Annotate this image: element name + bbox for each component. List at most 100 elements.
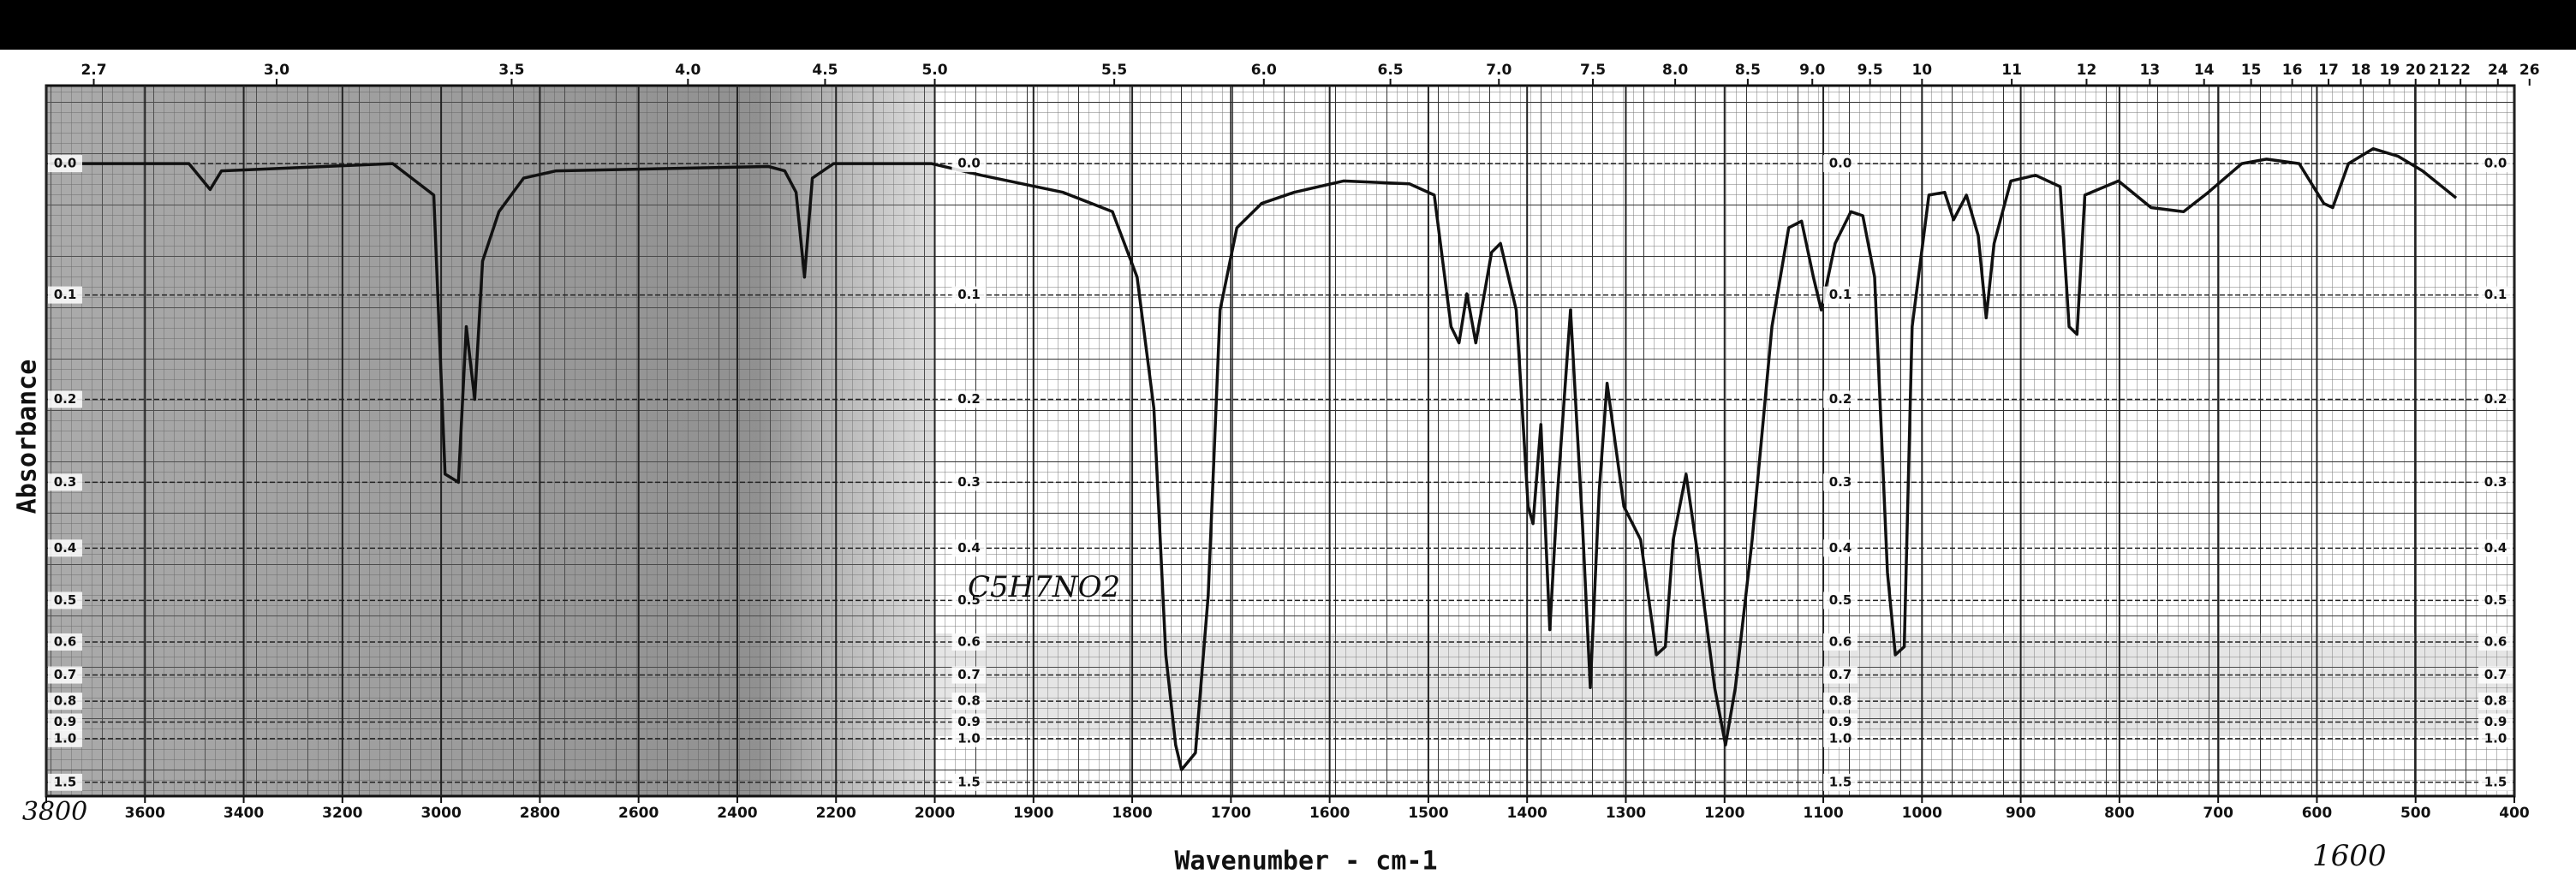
y-tick-label-bg <box>2478 473 2513 491</box>
x2-tick-label: 3.5 <box>498 62 524 79</box>
x2-tick-label: 24 <box>2488 62 2508 79</box>
y-tick-label-bg <box>48 773 82 791</box>
y-tick-label-bg <box>48 473 82 491</box>
y-tick-label: 0.7 <box>2484 667 2507 682</box>
y-tick-label: 0.5 <box>2484 592 2507 608</box>
top-bar <box>0 0 2576 50</box>
y-tick-label-bg <box>2478 286 2513 304</box>
y-tick-label: 0.7 <box>54 667 77 682</box>
x-tick-label: 1400 <box>1507 805 1547 822</box>
y-tick-label-bg <box>48 713 82 731</box>
y-tick-label-bg <box>951 713 987 731</box>
spectrum-line <box>50 146 2458 771</box>
x-tick-label: 2000 <box>915 805 955 822</box>
y-tick-label: 0.3 <box>2484 474 2507 490</box>
y-tick-label: 0.8 <box>54 693 77 709</box>
x-tick-label: 400 <box>2499 805 2530 822</box>
y-tick-label-bg <box>951 592 987 609</box>
y-tick-label: 0.3 <box>1829 474 1852 490</box>
x2-tick-label: 17 <box>2318 62 2339 79</box>
x-tick-label: 3400 <box>224 805 264 822</box>
marks <box>50 146 2458 771</box>
y-tick-label: 0.5 <box>1829 592 1852 608</box>
x-tick-label: 1200 <box>1704 805 1744 822</box>
y-tick-label: 0.0 <box>2484 156 2507 171</box>
y-tick-label-bg <box>951 390 987 408</box>
y-tick-label-bg <box>48 155 82 173</box>
x2-tick-label: 3.0 <box>264 62 289 79</box>
x-tick-label: 1500 <box>1408 805 1448 822</box>
y-tick-label: 0.9 <box>2484 714 2507 729</box>
x2-tick-label: 8.5 <box>1735 62 1761 79</box>
x-tick-label: 500 <box>2400 805 2431 822</box>
x2-tick-label: 21 <box>2429 62 2449 79</box>
y-tick-label-bg <box>48 286 82 304</box>
formula-annotation: C5H7NO2 <box>968 570 1120 604</box>
y-tick-label-bg <box>48 729 82 747</box>
y-tick-label: 0.5 <box>54 592 77 608</box>
x-tick-label: 600 <box>2302 805 2333 822</box>
y-tick-label: 0.3 <box>54 474 77 490</box>
y-tick-label: 0.5 <box>957 592 981 608</box>
y-tick-label: 0.1 <box>2484 287 2507 302</box>
y-tick-label: 1.5 <box>1829 774 1852 789</box>
y-tick-label-bg <box>951 286 987 304</box>
y-tick-label-bg <box>48 633 82 651</box>
y-tick-label: 1.5 <box>54 774 77 789</box>
x2-tick-label: 7.0 <box>1486 62 1512 79</box>
x-tick-label: 900 <box>2006 805 2036 822</box>
y-tick-label-bg <box>2478 693 2513 711</box>
handwritten-annotation: 1600 <box>2312 839 2387 873</box>
x2-tick-label: 18 <box>2351 62 2371 79</box>
y-tick-label-bg <box>48 390 82 408</box>
x-tick-label: 1100 <box>1803 805 1843 822</box>
x-tick-label: 3600 <box>125 805 165 822</box>
y-tick-label: 0.0 <box>1829 156 1852 171</box>
y-tick-label: 0.6 <box>2484 633 2507 649</box>
y-tick-label-bg <box>951 773 987 791</box>
y-tick-label: 0.8 <box>957 693 981 709</box>
y-tick-label-bg <box>48 666 82 684</box>
y-tick-label: 1.5 <box>957 774 981 789</box>
x2-tick-label: 14 <box>2194 62 2215 79</box>
x2-tick-label: 7.5 <box>1580 62 1606 79</box>
x-tick-label: 2800 <box>520 805 560 822</box>
y-tick-label-bg <box>48 539 82 557</box>
y-tick-label: 0.4 <box>957 540 981 556</box>
x2-tick-label: 6.0 <box>1251 62 1277 79</box>
x-tick-label: 1800 <box>1112 805 1152 822</box>
y-tick-label-bg <box>1823 666 1858 684</box>
x2-tick-label: 11 <box>2001 62 2022 79</box>
y-tick-label-bg <box>2478 633 2513 651</box>
y-tick-label: 0.0 <box>957 156 981 171</box>
y-tick-label: 0.7 <box>957 667 981 682</box>
x-tick-label: 1600 <box>1309 805 1350 822</box>
y-tick-label-bg <box>2478 390 2513 408</box>
x-tick-label: 2600 <box>618 805 659 822</box>
x2-tick-label: 12 <box>2077 62 2097 79</box>
x2-tick-label: 5.5 <box>1101 62 1127 79</box>
x-tick-label: 1000 <box>1902 805 1942 822</box>
y-tick-label: 0.8 <box>2484 693 2507 709</box>
y-tick-label-bg <box>2478 729 2513 747</box>
x2-tick-label: 4.5 <box>812 62 838 79</box>
y-tick-label: 0.2 <box>54 391 77 407</box>
y-tick-label-bg <box>48 592 82 609</box>
y-tick-label: 0.9 <box>54 714 77 729</box>
y-tick-label-bg <box>1823 390 1858 408</box>
y-tick-label: 0.4 <box>1829 540 1852 556</box>
y-axis-title: Absorbance <box>13 360 43 514</box>
y-tick-label-bg <box>1823 713 1858 731</box>
y-tick-label: 1.0 <box>1829 730 1852 746</box>
y-tick-label: 0.2 <box>1829 391 1852 407</box>
x-tick-label: 3200 <box>322 805 362 822</box>
y-tick-label-bg <box>1823 539 1858 557</box>
x2-tick-label: 22 <box>2450 62 2471 79</box>
x-tick-label: 3000 <box>420 805 461 822</box>
x-tick-label: 3800 <box>22 797 87 827</box>
y-tick-label: 1.0 <box>957 730 981 746</box>
x2-tick-label: 13 <box>2140 62 2161 79</box>
y-tick-label: 0.9 <box>1829 714 1852 729</box>
x-tick-label: 1700 <box>1211 805 1251 822</box>
